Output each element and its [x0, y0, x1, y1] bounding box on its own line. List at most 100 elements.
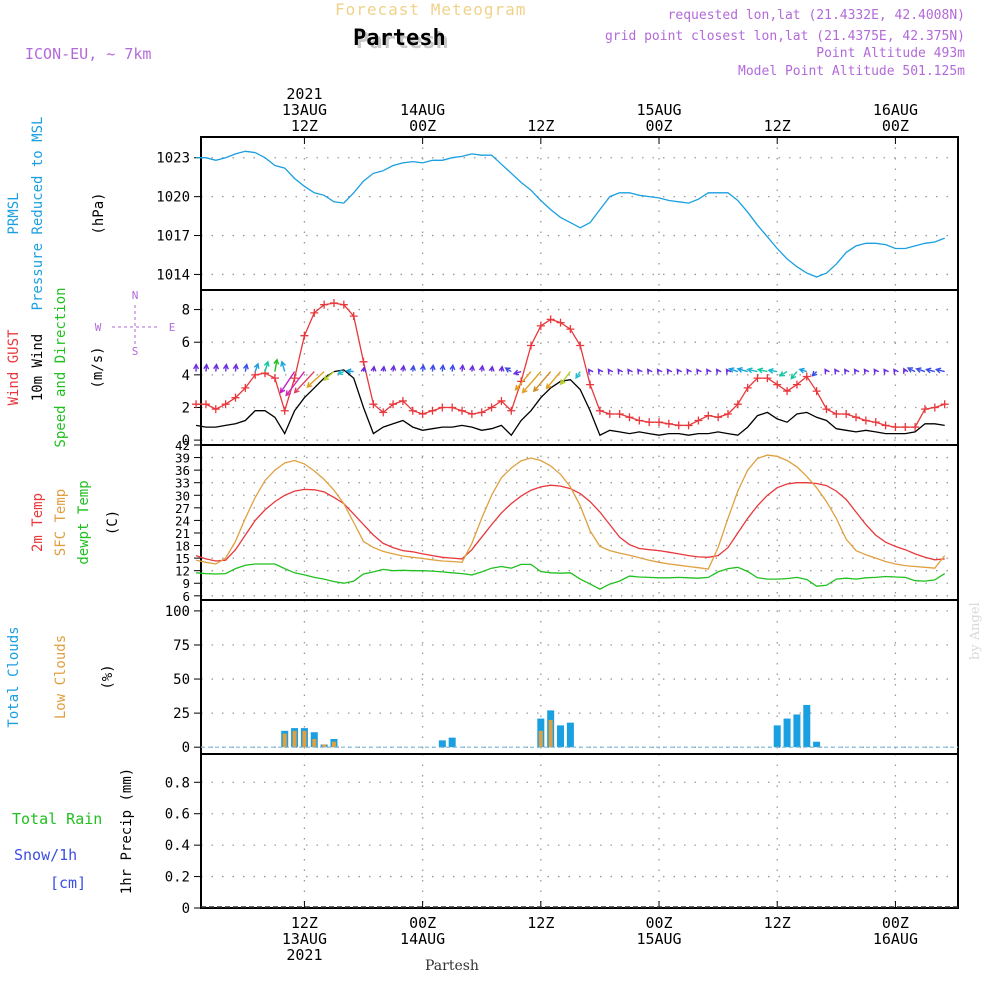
y-tick-label: 4: [182, 368, 190, 384]
gust-marker: [625, 413, 634, 422]
gust-marker: [891, 423, 900, 432]
y-tick-label: 0.4: [165, 838, 190, 854]
gust-marker: [231, 393, 240, 402]
rain-label: Total Rain: [12, 810, 102, 828]
gust-marker: [635, 416, 644, 425]
y-tick-label: 27: [175, 501, 190, 516]
gust-marker: [733, 400, 742, 409]
y-tick-label: 36: [175, 463, 190, 478]
gust-marker: [438, 403, 447, 412]
wind-direction-arrow: [607, 368, 614, 375]
y-axis-label: (m/s): [90, 346, 106, 388]
gust-marker: [586, 380, 595, 389]
wind-direction-arrow: [193, 363, 200, 372]
wind-direction-arrow: [521, 371, 542, 394]
wind-direction-arrow: [575, 371, 581, 380]
wind-direction-arrow: [459, 363, 466, 372]
wind-direction-arrow: [469, 364, 476, 372]
wind-direction-arrow: [360, 365, 367, 373]
y-axis-label: 1hr Precip (mm): [119, 768, 135, 894]
gust-marker: [192, 400, 201, 409]
gust-marker: [723, 410, 732, 418]
gust-marker: [359, 357, 368, 366]
gust-marker: [871, 418, 880, 427]
wind-direction-arrow: [656, 368, 663, 375]
x-label-bottom: 12Z: [291, 914, 318, 932]
gust-marker: [901, 423, 910, 432]
wind-direction-arrow: [532, 371, 552, 393]
y-tick-label: 1020: [156, 190, 190, 206]
y-axis-label: (%): [100, 664, 116, 689]
wind-direction-arrow: [587, 368, 594, 375]
wind-direction-arrow: [646, 368, 653, 375]
gust-marker: [329, 299, 338, 308]
y-axis-label: 10m Wind: [30, 334, 46, 401]
x-label-top: 14AUG: [400, 101, 445, 119]
gust-marker: [674, 421, 683, 430]
gust-marker: [418, 410, 427, 418]
gust-marker: [881, 421, 890, 430]
y-tick-label: 21: [175, 526, 190, 541]
y-tick-label: 0: [182, 433, 190, 449]
wind-direction-arrow: [498, 365, 505, 372]
y-tick-label: 1023: [156, 151, 190, 167]
gust-marker: [507, 406, 516, 415]
wind-direction-arrow: [834, 368, 840, 375]
wind-direction-arrow: [906, 367, 916, 373]
cloud-bar-low: [331, 741, 336, 748]
wind-direction-arrow: [400, 364, 407, 372]
gust-marker: [842, 410, 851, 418]
gust-marker: [763, 374, 772, 383]
wind-direction-arrow: [736, 366, 748, 373]
wind-direction-arrow: [222, 363, 229, 372]
y-axis-label: SFC Temp: [53, 489, 69, 556]
footer-location: Partesh: [425, 958, 479, 974]
gust-marker: [783, 387, 792, 396]
y-axis-label: (hPa): [91, 192, 107, 234]
cloud-bar-total: [448, 737, 456, 748]
snow-unit-label: [cm]: [50, 874, 86, 892]
gust-marker: [389, 400, 398, 409]
x-label-bottom: 16AUG: [873, 930, 918, 948]
gust-marker: [812, 387, 821, 396]
wind-direction-arrow: [345, 368, 354, 375]
cloud-bar-low: [302, 730, 307, 748]
cloud-bar-total: [803, 704, 811, 748]
y-axis-label: PRMSL: [6, 192, 22, 234]
y-tick-label: 0: [182, 740, 190, 756]
wind-direction-arrow: [893, 368, 899, 375]
y-axis-label: Wind GUST: [6, 329, 22, 405]
wind-direction-arrow: [902, 367, 909, 374]
gust-marker: [201, 400, 210, 409]
wind-direction-arrow: [676, 368, 683, 375]
gust-marker: [832, 410, 841, 418]
panel-wind: [194, 289, 959, 446]
y-tick-label: 33: [175, 476, 190, 491]
panel-clouds: [194, 599, 959, 755]
gust-marker: [349, 312, 358, 321]
y-tick-label: 100: [165, 604, 190, 620]
wind-direction-arrow: [429, 363, 436, 372]
gust-marker: [398, 396, 407, 405]
wind-direction-arrow: [242, 363, 249, 372]
series-line-wind-1: [196, 302, 945, 428]
x-label-bottom: 12Z: [527, 914, 554, 932]
wind-direction-arrow: [746, 367, 758, 374]
gust-marker: [595, 406, 604, 415]
y-tick-label: 15: [175, 551, 190, 566]
gust-marker: [655, 418, 664, 427]
series-line-temperature-2: [196, 563, 946, 590]
wind-direction-arrow: [863, 368, 870, 375]
y-axis-label: Speed and Direction: [53, 287, 69, 447]
y-axis-label: Low Clouds: [53, 635, 69, 719]
gust-marker: [645, 418, 654, 427]
credit-text: by Angel: [968, 602, 983, 660]
y-tick-label: 30: [175, 488, 190, 503]
gust-marker: [773, 380, 782, 389]
y-tick-label: 1014: [156, 267, 190, 283]
wind-direction-arrow: [419, 363, 426, 372]
y-tick-label: 0: [182, 901, 190, 917]
y-axis-label: (C): [105, 510, 121, 535]
wind-direction-arrow: [323, 371, 335, 381]
y-tick-label: 1017: [156, 229, 190, 245]
